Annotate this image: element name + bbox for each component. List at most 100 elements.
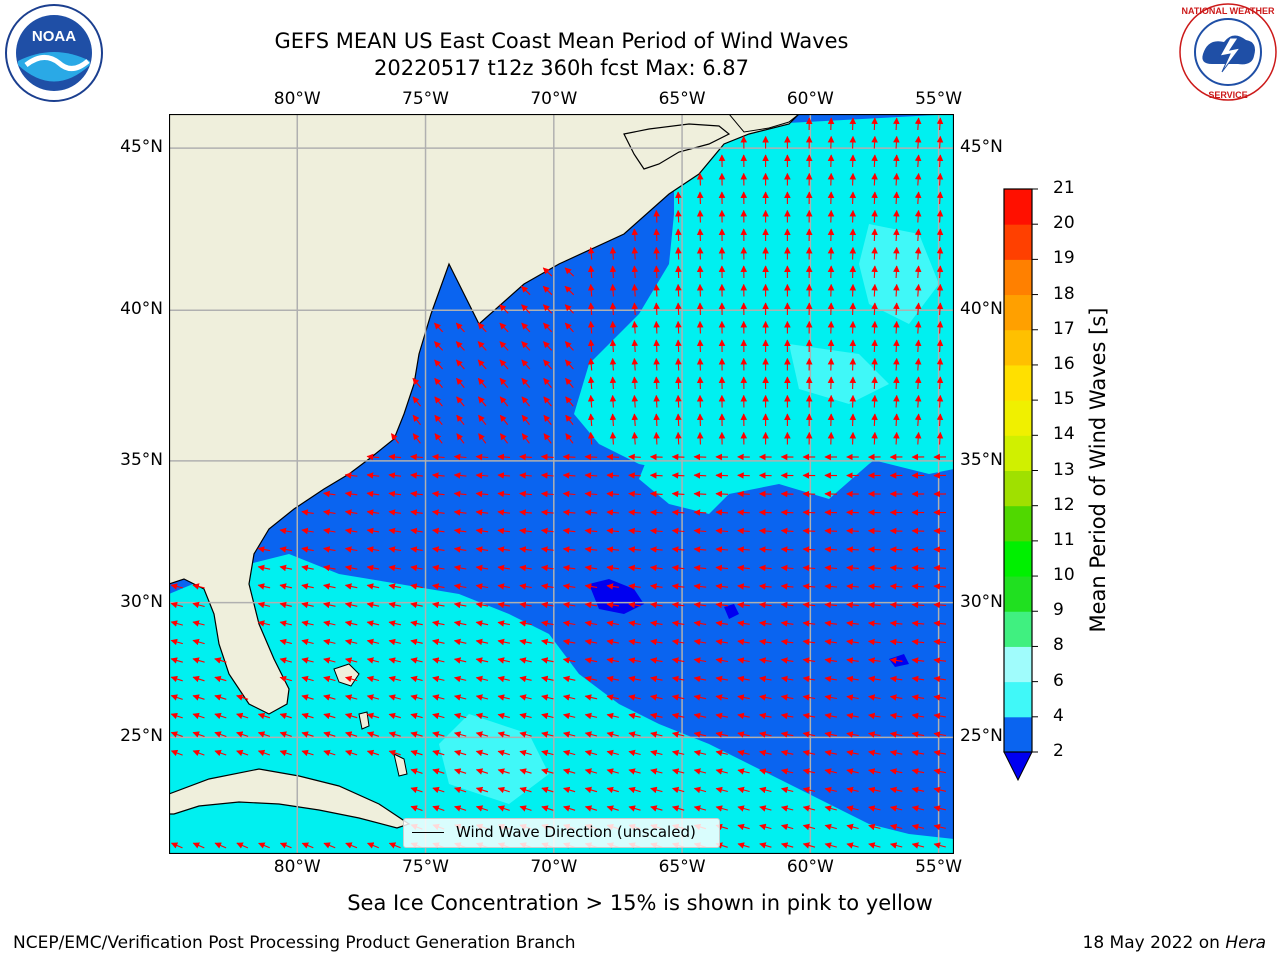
direction-arrow <box>257 583 271 590</box>
direction-arrow <box>758 509 772 516</box>
direction-arrow <box>432 786 445 794</box>
direction-arrow <box>323 620 336 627</box>
direction-arrow <box>170 601 183 609</box>
direction-arrow <box>650 601 663 609</box>
direction-arrow <box>715 731 729 738</box>
direction-arrow <box>214 749 227 757</box>
direction-arrow <box>628 805 641 812</box>
direction-arrow <box>564 322 574 333</box>
direction-arrow <box>650 768 663 775</box>
direction-arrow <box>563 786 576 794</box>
direction-arrow <box>453 453 467 461</box>
direction-arrow <box>279 638 292 646</box>
longitude-tick-label: 80°W <box>273 89 321 109</box>
direction-arrow <box>477 396 487 407</box>
direction-arrow <box>802 675 816 683</box>
direction-arrow <box>584 768 598 775</box>
direction-arrow <box>584 657 598 664</box>
direction-arrow <box>802 509 816 516</box>
direction-arrow <box>388 583 402 590</box>
direction-arrow <box>475 675 489 683</box>
direction-arrow <box>432 712 445 720</box>
direction-arrow <box>936 283 944 297</box>
direction-arrow <box>236 731 249 738</box>
direction-arrow <box>540 490 554 498</box>
direction-arrow <box>564 304 574 314</box>
direction-arrow <box>936 320 944 334</box>
direction-arrow <box>867 583 881 590</box>
direction-arrow <box>933 805 947 812</box>
direction-arrow <box>759 842 772 849</box>
direction-arrow <box>587 246 595 260</box>
direction-arrow <box>499 341 509 351</box>
direction-arrow <box>871 172 878 186</box>
direction-arrow <box>824 564 838 572</box>
latitude-tick-label: 40°N <box>120 299 163 320</box>
colorbar-tick-label: 13 <box>1053 459 1075 480</box>
direction-arrow <box>587 339 595 353</box>
direction-arrow <box>936 117 944 131</box>
direction-arrow <box>675 394 682 408</box>
direction-arrow <box>562 509 576 516</box>
direction-arrow <box>170 731 183 738</box>
direction-arrow <box>388 490 402 498</box>
direction-arrow <box>587 413 595 427</box>
direction-arrow <box>715 786 728 794</box>
colorbar-extend-triangle <box>1003 751 1033 782</box>
direction-arrow <box>279 564 293 572</box>
direction-arrow <box>846 786 859 794</box>
direction-arrow <box>344 509 358 516</box>
direction-arrow <box>432 620 445 627</box>
direction-arrow <box>889 583 903 590</box>
direction-arrow <box>562 638 576 646</box>
direction-arrow <box>432 694 445 701</box>
direction-arrow <box>737 731 750 738</box>
direction-arrow <box>911 620 925 627</box>
direction-arrow <box>737 620 750 627</box>
direction-arrow <box>824 527 838 535</box>
direction-arrow <box>867 546 881 553</box>
direction-arrow <box>301 620 314 627</box>
direction-arrow <box>933 620 947 627</box>
direction-arrow <box>606 675 620 683</box>
direction-arrow <box>871 209 878 223</box>
direction-arrow <box>541 786 554 794</box>
colorbar-tick-label: 15 <box>1053 389 1075 410</box>
direction-arrow <box>715 805 728 812</box>
direction-arrow <box>933 731 946 738</box>
direction-arrow <box>301 546 314 553</box>
colorbar-segment <box>1004 400 1032 436</box>
direction-arrow <box>453 564 467 572</box>
direction-arrow <box>366 712 380 720</box>
direction-arrow <box>628 564 641 572</box>
direction-arrow <box>631 394 639 408</box>
direction-arrow <box>737 675 750 683</box>
direction-arrow <box>933 583 947 590</box>
direction-arrow <box>410 601 423 609</box>
direction-arrow <box>671 509 685 516</box>
direction-arrow <box>301 509 314 516</box>
longitude-tick-label: 65°W <box>658 857 706 877</box>
direction-arrow <box>671 731 685 738</box>
direction-arrow <box>497 786 510 794</box>
direction-arrow <box>410 749 423 757</box>
direction-arrow <box>323 527 336 535</box>
direction-arrow <box>933 768 947 775</box>
direction-arrow <box>693 731 707 738</box>
direction-arrow <box>540 527 554 535</box>
direction-arrow <box>301 638 314 646</box>
direction-arrow <box>478 414 487 426</box>
direction-arrow <box>587 320 595 334</box>
direction-arrow <box>802 842 816 849</box>
direction-arrow <box>170 620 183 627</box>
direction-arrow <box>846 527 859 535</box>
map-gridlines <box>169 114 954 854</box>
direction-arrow <box>584 620 598 627</box>
direction-arrow <box>366 749 380 757</box>
direction-arrow <box>671 657 685 664</box>
direction-arrow <box>824 842 837 849</box>
direction-arrow <box>737 490 750 498</box>
direction-arrow <box>541 638 554 646</box>
direction-arrow <box>412 377 422 388</box>
direction-arrow <box>410 694 423 701</box>
